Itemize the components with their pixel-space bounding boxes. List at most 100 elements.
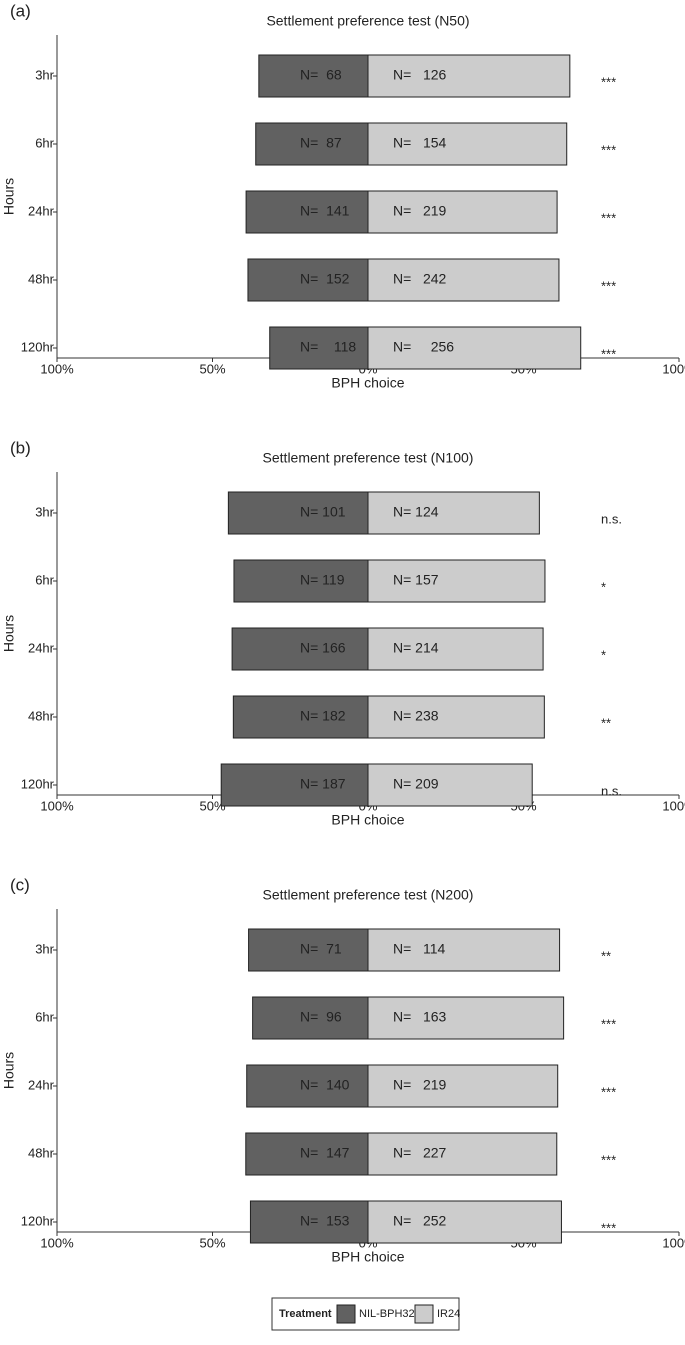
significance: ** [601,715,611,730]
bar [367,559,546,603]
bar-label: N= 256 [393,339,454,355]
y-tick-label: 6hr [35,572,54,587]
chart-title: Settlement preference test (N50) [266,13,469,29]
chart-title: Settlement preference test (N200) [263,887,474,903]
significance: *** [601,142,616,157]
bar-label: N= 68 [300,67,342,83]
bar-label: N= 166 [300,640,346,656]
bar-label: N= 209 [393,776,439,792]
bar [232,695,369,739]
bar [248,928,369,972]
bar-label: N= 126 [393,67,447,83]
y-tick-label: 120hr [21,1213,55,1228]
y-tick-label: 48hr [28,1145,55,1160]
x-tick-label: 50% [199,1235,225,1250]
legend-label: IR24 [437,1308,460,1320]
bar-label: N= 152 [300,271,350,287]
legend-label: NIL-BPH32 [359,1308,415,1320]
bar [247,258,369,302]
panel: (b) Settlement preference test (N100) Hour… [1,438,685,827]
y-tick-label: 120hr [21,776,55,791]
bar-label: N= 242 [393,271,447,287]
significance: *** [601,278,616,293]
x-tick-label: 100% [662,361,685,376]
bar [367,491,540,535]
bar [367,996,565,1040]
y-tick-label: 48hr [28,271,55,286]
x-axis-label: BPH choice [331,375,404,391]
x-tick-label: 100% [662,1235,685,1250]
bar [367,763,533,807]
legend: Treatment NIL-BPH32 IR24 [271,1297,460,1331]
bar [367,1200,562,1244]
bar [231,627,369,671]
bar-label: N= 119 [300,572,345,588]
significance: *** [601,1084,616,1099]
bar [269,326,369,370]
x-tick-label: 50% [199,798,225,813]
bar-label: N= 71 [300,941,342,957]
significance: *** [601,210,616,225]
y-tick-label: 3hr [35,504,54,519]
bar-label: N= 219 [393,203,447,219]
significance: * [601,579,606,594]
bar-label: N= 141 [300,203,350,219]
bar [367,326,582,370]
y-tick-label: 120hr [21,339,55,354]
bar-label: N= 227 [393,1145,447,1161]
y-tick-label: 3hr [35,67,54,82]
bar-label: N= 219 [393,1077,447,1093]
bar-label: N= 114 [393,941,445,957]
significance: *** [601,1016,616,1031]
x-tick-label: 100% [40,798,74,813]
bar-label: N= 182 [300,708,346,724]
bar-label: N= 87 [300,135,342,151]
x-tick-label: 100% [662,798,685,813]
bar [367,190,558,234]
bar-label: N= 154 [393,135,447,151]
bar-label: N= 252 [393,1213,447,1229]
bar [252,996,369,1040]
bar [367,695,545,739]
bar-label: N= 124 [393,504,439,520]
x-tick-label: 100% [40,1235,74,1250]
y-tick-label: 48hr [28,708,55,723]
significance: *** [601,1220,616,1235]
significance: ** [601,948,611,963]
significance: *** [601,346,616,361]
bar [367,928,561,972]
bar [367,1064,559,1108]
bar [227,491,369,535]
bar [245,190,369,234]
legend-title: Treatment [279,1308,332,1320]
bar-label: N= 238 [393,708,439,724]
significance: n.s. [601,511,622,526]
significance: n.s. [601,783,622,798]
bar [367,258,560,302]
x-axis-label: BPH choice [331,1249,404,1265]
bar-label: N= 163 [393,1009,447,1025]
bar [220,763,369,807]
panel-label: (b) [10,438,31,457]
bar-label: N= 214 [393,640,439,656]
bar-label: N= 118 [300,339,356,355]
y-tick-label: 6hr [35,135,54,150]
bar-label: N= 157 [393,572,439,588]
y-tick-label: 6hr [35,1009,54,1024]
bar [258,54,369,98]
bar-label: N= 96 [300,1009,342,1025]
bar [367,1132,558,1176]
significance: * [601,647,606,662]
y-tick-label: 24hr [28,1077,55,1092]
bar [367,627,544,671]
y-tick-label: 3hr [35,941,54,956]
y-tick-label: 24hr [28,203,55,218]
panel-label: (c) [10,875,30,894]
panel: (a) Settlement preference test (N50) Hours… [1,1,685,390]
panel-label: (a) [10,1,31,20]
chart-title: Settlement preference test (N100) [263,450,474,466]
bar [245,1132,369,1176]
bar-label: N= 187 [300,776,346,792]
